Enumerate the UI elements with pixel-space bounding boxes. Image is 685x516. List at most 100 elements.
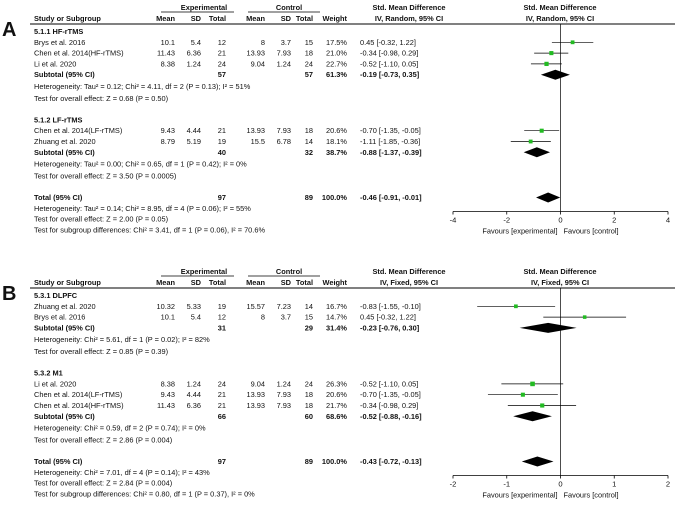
heterogeneity-text: Heterogeneity: Chi² = 5.61, df = 1 (P = … — [34, 335, 210, 344]
favours-right-label: Favours [control] — [564, 491, 619, 500]
summary-exp-total: 66 — [218, 412, 226, 421]
summary-label: Total (95% CI) — [34, 193, 83, 202]
panel-label: B — [2, 283, 16, 305]
x-tick-label: 1 — [612, 480, 616, 489]
ctrl-mean: 15.57 — [247, 302, 266, 311]
effect-marker — [528, 139, 533, 144]
header-control: Control — [276, 3, 302, 12]
study-name: Brys et al. 2016 — [34, 313, 85, 322]
header-ctrl-total: Total — [296, 14, 313, 23]
study-ci: 0.45 [-0.32, 1.22] — [360, 38, 416, 47]
header-smd: Std. Mean Difference — [372, 267, 445, 276]
effect-marker — [549, 51, 554, 56]
exp-mean: 11.43 — [157, 401, 175, 410]
summary-ci: -0.19 [-0.73, 0.35] — [360, 70, 420, 79]
header-ctrl-total: Total — [296, 278, 313, 287]
study-ci: -0.52 [-1.10, 0.05] — [360, 379, 418, 388]
exp-mean: 8.79 — [161, 137, 175, 146]
header-weight: Weight — [323, 14, 348, 23]
study-ci: -0.34 [-0.98, 0.29] — [360, 401, 418, 410]
study-name: Zhuang et al. 2020 — [34, 302, 96, 311]
study-weight: 16.7% — [326, 302, 347, 311]
summary-weight: 38.7% — [326, 148, 347, 157]
study-weight: 18.1% — [326, 137, 347, 146]
subgroup-title: 5.1.1 HF-rTMS — [34, 27, 83, 36]
summary-ctrl-total: 89 — [305, 193, 313, 202]
study-ci: 0.45 [-0.32, 1.22] — [360, 313, 416, 322]
exp-sd: 6.36 — [187, 401, 201, 410]
exp-sd: 5.4 — [191, 313, 201, 322]
study-weight: 26.3% — [326, 379, 347, 388]
header-smd-plot: Std. Mean Difference — [523, 3, 596, 12]
study-name: Brys et al. 2016 — [34, 38, 85, 47]
study-ci: -0.83 [-1.55, -0.10] — [360, 302, 421, 311]
ctrl-total: 14 — [305, 137, 313, 146]
ctrl-sd: 3.7 — [281, 313, 291, 322]
summary-ctrl-total: 57 — [305, 70, 313, 79]
summary-diamond — [513, 411, 552, 422]
summary-diamond — [519, 322, 577, 333]
header-exp-total: Total — [209, 278, 226, 287]
study-weight: 22.7% — [326, 59, 347, 68]
exp-sd: 4.44 — [187, 126, 201, 135]
ctrl-total: 18 — [305, 49, 313, 58]
exp-total: 19 — [218, 302, 226, 311]
exp-sd: 6.36 — [187, 49, 201, 58]
summary-label: Subtotal (95% CI) — [34, 70, 95, 79]
summary-diamond — [521, 456, 554, 467]
header-exp-sd: SD — [191, 14, 202, 23]
summary-label: Subtotal (95% CI) — [34, 148, 95, 157]
x-tick-label: 2 — [612, 216, 616, 225]
summary-weight: 61.3% — [326, 70, 347, 79]
study-ci: -0.70 [-1.35, -0.05] — [360, 390, 421, 399]
overall-effect-text: Test for overall effect: Z = 0.68 (P = 0… — [34, 94, 168, 103]
header-study: Study or Subgroup — [34, 278, 101, 287]
study-ci: -1.11 [-1.85, -0.36] — [360, 137, 420, 146]
exp-total: 21 — [218, 49, 226, 58]
study-name: Li et al. 2020 — [34, 59, 76, 68]
exp-mean: 8.38 — [161, 59, 175, 68]
header-exp-mean: Mean — [156, 14, 175, 23]
summary-diamond — [536, 192, 561, 203]
footer-text: Test for subgroup differences: Chi² = 0.… — [34, 489, 255, 498]
exp-sd: 4.44 — [187, 390, 201, 399]
header-control: Control — [276, 267, 302, 276]
x-tick-label: -2 — [503, 216, 510, 225]
header-method-plot: IV, Fixed, 95% CI — [531, 278, 589, 287]
exp-total: 24 — [218, 379, 226, 388]
exp-mean: 8.38 — [161, 379, 175, 388]
header-ctrl-mean: Mean — [246, 14, 265, 23]
overall-effect-text: Test for overall effect: Z = 3.50 (P = 0… — [34, 171, 176, 180]
favours-left-label: Favours [experimental] — [482, 227, 557, 236]
summary-ci: -0.46 [-0.91, -0.01] — [360, 193, 422, 202]
summary-ci: -0.23 [-0.76, 0.30] — [360, 323, 420, 332]
heterogeneity-text: Heterogeneity: Tau² = 0.00; Chi² = 0.65,… — [34, 160, 247, 169]
header-ctrl-sd: SD — [281, 278, 292, 287]
summary-label: Subtotal (95% CI) — [34, 323, 95, 332]
exp-mean: 9.43 — [161, 126, 175, 135]
exp-total: 12 — [218, 38, 226, 47]
exp-total: 12 — [218, 313, 226, 322]
x-tick-label: 0 — [558, 480, 562, 489]
ctrl-total: 14 — [305, 302, 313, 311]
summary-ci: -0.88 [-1.37, -0.39] — [360, 148, 422, 157]
ctrl-mean: 15.5 — [251, 137, 265, 146]
exp-mean: 11.43 — [157, 49, 175, 58]
study-name: Chen et al. 2014(LF-rTMS) — [34, 390, 122, 399]
header-study: Study or Subgroup — [34, 14, 101, 23]
x-tick-label: -2 — [450, 480, 457, 489]
summary-exp-total: 57 — [218, 70, 226, 79]
favours-left-label: Favours [experimental] — [482, 491, 557, 500]
ctrl-sd: 1.24 — [277, 59, 291, 68]
header-exp-sd: SD — [191, 278, 202, 287]
summary-exp-total: 31 — [218, 323, 226, 332]
exp-total: 21 — [218, 401, 226, 410]
study-name: Chen et al. 2014(LF-rTMS) — [34, 126, 122, 135]
header-smd-plot: Std. Mean Difference — [523, 267, 596, 276]
footer-text: Test for subgroup differences: Chi² = 3.… — [34, 225, 265, 234]
study-weight: 20.6% — [326, 126, 347, 135]
summary-ctrl-total: 29 — [305, 323, 313, 332]
summary-diamond — [523, 147, 551, 158]
exp-total: 21 — [218, 390, 226, 399]
ctrl-sd: 6.78 — [277, 137, 291, 146]
